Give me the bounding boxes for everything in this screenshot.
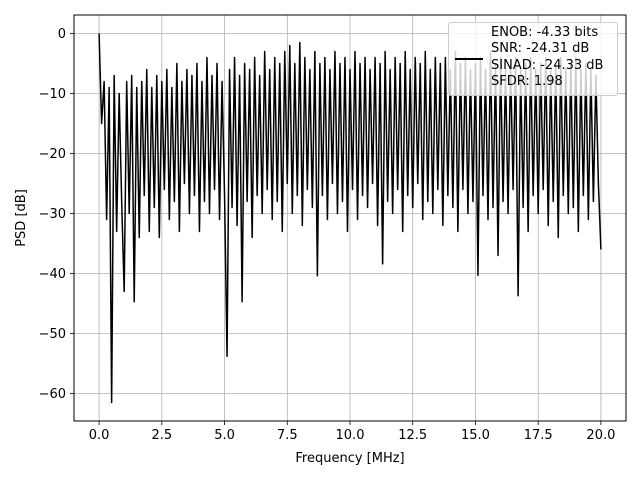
y-tick-label: 0 (58, 27, 66, 42)
x-tick-label: 5.0 (214, 428, 235, 443)
x-tick-label: 12.5 (398, 428, 427, 443)
legend-label: ENOB: -4.33 bits SNR: -24.31 dB SINAD: -… (491, 25, 604, 90)
psd-line (98, 33, 602, 404)
x-tick-label: 0.0 (89, 428, 110, 443)
x-tick-label: 17.5 (524, 428, 553, 443)
legend-swatch (455, 58, 483, 60)
x-tick-label: 7.5 (277, 428, 298, 443)
x-axis-label: Frequency [MHz] (295, 451, 404, 466)
y-axis-label: PSD [dB] (14, 189, 29, 247)
legend: ENOB: -4.33 bits SNR: -24.31 dB SINAD: -… (448, 22, 618, 96)
y-tick-label: −40 (39, 267, 66, 282)
x-tick-label: 20.0 (586, 428, 615, 443)
y-tick-label: −50 (39, 327, 66, 342)
x-tick-label: 2.5 (151, 428, 172, 443)
y-tick-label: −30 (39, 207, 66, 222)
ticks: 0.0 2.5 5.0 7.5 10.0 12.5 15.0 17.5 20.0 0 −10 −20 −… (39, 27, 616, 443)
plot (98, 33, 602, 404)
x-tick-label: 15.0 (461, 428, 490, 443)
y-tick-label: −20 (39, 147, 66, 162)
y-tick-label: −10 (39, 87, 66, 102)
y-tick-label: −60 (39, 387, 66, 402)
x-tick-label: 10.0 (336, 428, 365, 443)
